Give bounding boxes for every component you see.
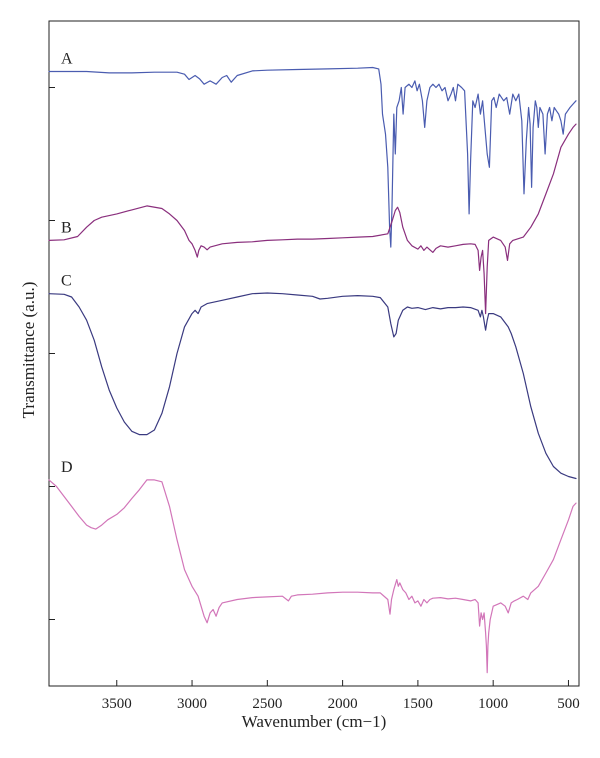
- y-axis-ticks: [49, 87, 55, 620]
- series-labels: A B C D: [61, 51, 73, 476]
- series-a-line: [48, 66, 577, 248]
- x-tick-label-3500: 3500: [102, 696, 132, 712]
- x-axis: 3500 3000 2500 2000 1500 1000 500: [102, 680, 580, 712]
- series-b-label: B: [61, 219, 72, 236]
- series-a-label: A: [61, 51, 73, 68]
- series-d-line: [48, 479, 577, 674]
- x-tick-label-3000: 3000: [177, 696, 207, 712]
- spectra-group: [48, 66, 577, 674]
- series-c-label: C: [61, 273, 72, 290]
- x-tick-label-2000: 2000: [328, 696, 358, 712]
- x-axis-title: Wavenumber (cm−1): [242, 712, 387, 731]
- series-d-label: D: [61, 459, 73, 476]
- y-axis-title: Transmittance (a.u.): [19, 282, 38, 419]
- series-c-line: [48, 292, 577, 480]
- x-tick-label-500: 500: [557, 696, 580, 712]
- x-tick-label-1000: 1000: [478, 696, 508, 712]
- x-tick-label-2500: 2500: [252, 696, 282, 712]
- x-tick-label-1500: 1500: [403, 696, 433, 712]
- plot-frame: [48, 20, 580, 687]
- series-b-line: [48, 123, 577, 315]
